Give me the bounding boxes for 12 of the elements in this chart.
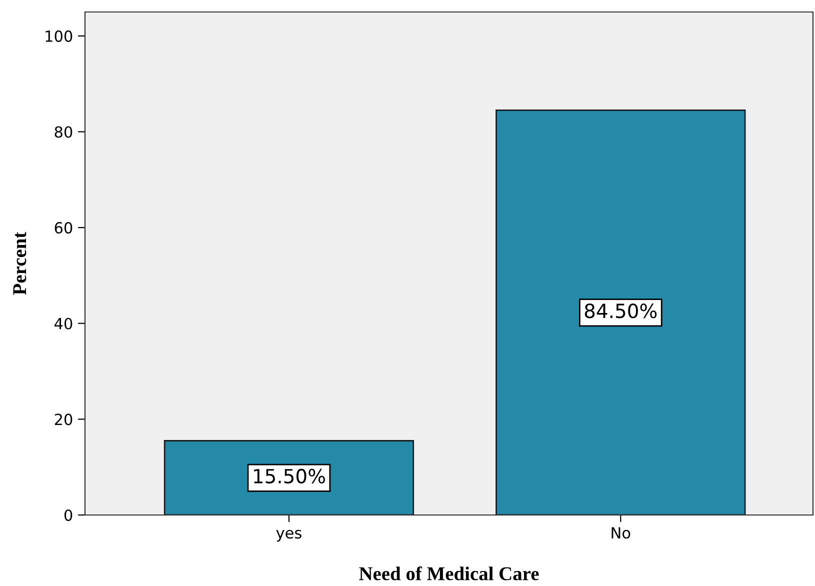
y-tick-label: 60 bbox=[54, 222, 72, 234]
data-label: 15.50% bbox=[254, 468, 325, 484]
y-tick-label: 0 bbox=[64, 509, 72, 522]
data-label: 84.50% bbox=[584, 304, 657, 318]
x-tick-label: yes bbox=[276, 530, 302, 542]
y-tick-label: 100 bbox=[46, 30, 72, 42]
y-tick-label: 20 bbox=[54, 414, 72, 426]
y-tick-label: 40 bbox=[54, 318, 72, 330]
y-tick-label: 80 bbox=[54, 126, 72, 138]
x-axis-title: Need of Medical Care bbox=[359, 566, 539, 580]
y-axis-title: Percent bbox=[13, 232, 26, 295]
x-tick-label: No bbox=[612, 527, 630, 539]
